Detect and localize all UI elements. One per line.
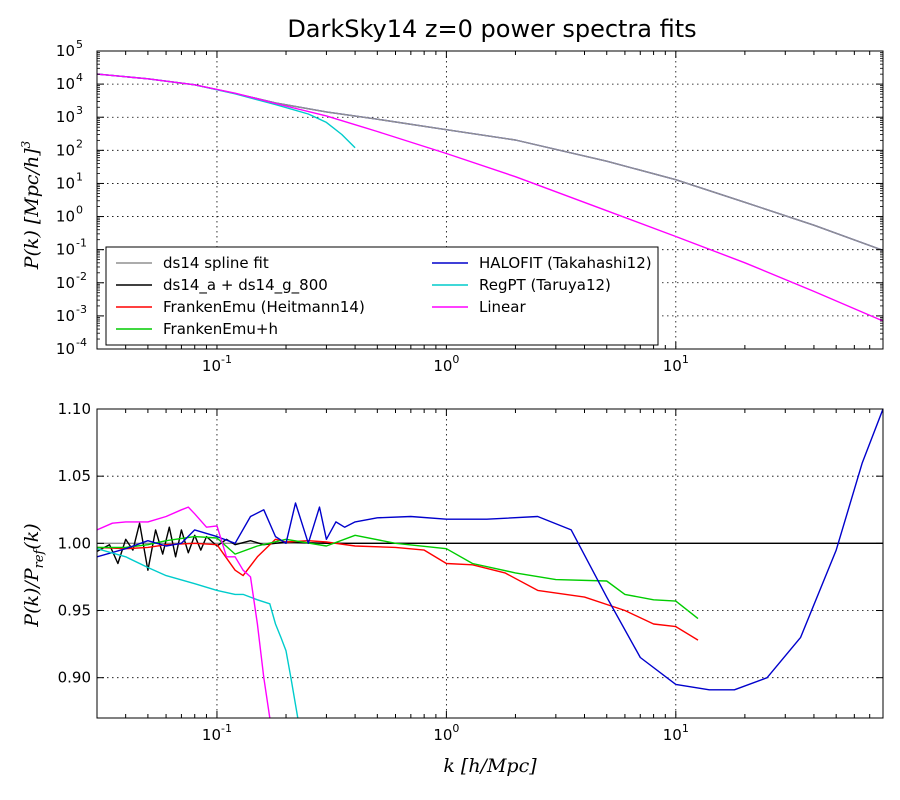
top-series-halofit-takahashi12: [97, 73, 883, 252]
top-y-tick-label: 10-3: [56, 303, 87, 325]
legend-label-ds14-a-ds14-g-800: ds14_a + ds14_g_800: [163, 276, 328, 295]
top-y-tick-label: 10-1: [56, 237, 87, 259]
top-x-tick-label: 101: [663, 353, 689, 375]
bottom-series-linear: [97, 506, 271, 718]
top-x-tick-label: 100: [433, 353, 459, 375]
top-series-linear: [97, 73, 883, 322]
legend-label-frankenemu-h: FrankenEmu+h: [163, 320, 278, 338]
bottom-series-halofit-takahashi12: [97, 409, 883, 691]
legend: ds14 spline fit ds14_a + ds14_g_800 Franke…: [105, 246, 659, 346]
bottom-y-tick-label: 1.05: [58, 467, 91, 485]
top-y-axis-label: P(k) [Mpc/h]3: [19, 140, 43, 270]
top-series-ds14-spline-fit: [97, 73, 883, 252]
top-y-tick-label: 100: [56, 204, 83, 226]
legend-label-halofit-takahashi12: HALOFIT (Takahashi12): [479, 254, 652, 272]
top-x-tick-label: 10-1: [202, 353, 232, 375]
top-y-tick-label: 105: [56, 38, 83, 60]
top-y-tick-label: 10-2: [56, 270, 87, 292]
legend-label-linear: Linear: [479, 298, 526, 316]
bottom-y-tick-label: 0.95: [58, 602, 91, 620]
chart-title: DarkSky14 z=0 power spectra fits: [287, 15, 696, 43]
bottom-panel: 10-1 100 101 0.90 0.95 1.00 1.05 1.10: [58, 400, 884, 744]
legend-box: [105, 246, 659, 346]
top-y-tick-label: 101: [56, 170, 83, 192]
bottom-plot-frame: [96, 408, 884, 719]
bottom-series-frankenemu-heitmann14: [97, 538, 699, 641]
top-panel: 10-1 100 101 10-4 10-3 10-2 10-1 100 101 102 103 10…: [56, 38, 884, 375]
bottom-y-tick-label: 1.10: [58, 400, 91, 418]
top-series-regpt-taruya12: [97, 73, 356, 149]
bottom-x-axis-label: k [h/Mpc]: [443, 755, 537, 777]
bottom-x-tick-label: 10-1: [202, 722, 232, 744]
bottom-y-tick-label: 0.90: [58, 669, 91, 687]
bottom-series-regpt-taruya12: [97, 548, 299, 718]
bottom-x-tick-label: 101: [663, 722, 689, 744]
bottom-x-tick-label: 100: [433, 722, 459, 744]
top-y-tick-label: 102: [56, 137, 83, 159]
legend-label-ds14-spline-fit: ds14 spline fit: [163, 254, 269, 272]
legend-label-regpt-taruya12: RegPT (Taruya12): [479, 276, 611, 294]
top-y-tick-label: 10-4: [56, 336, 87, 358]
bottom-series-ds14-a-ds14-g-800: [97, 522, 883, 571]
bottom-series-frankenemu-h: [97, 534, 699, 620]
bottom-y-axis-label: P(k)/Pref(k): [21, 523, 47, 627]
legend-label-frankenemu-heitmann14: FrankenEmu (Heitmann14): [163, 298, 365, 316]
top-y-tick-label: 103: [56, 104, 83, 126]
bottom-y-tick-label: 1.00: [58, 534, 91, 552]
top-y-tick-label: 104: [56, 71, 83, 93]
top-plot-frame: [96, 50, 884, 350]
